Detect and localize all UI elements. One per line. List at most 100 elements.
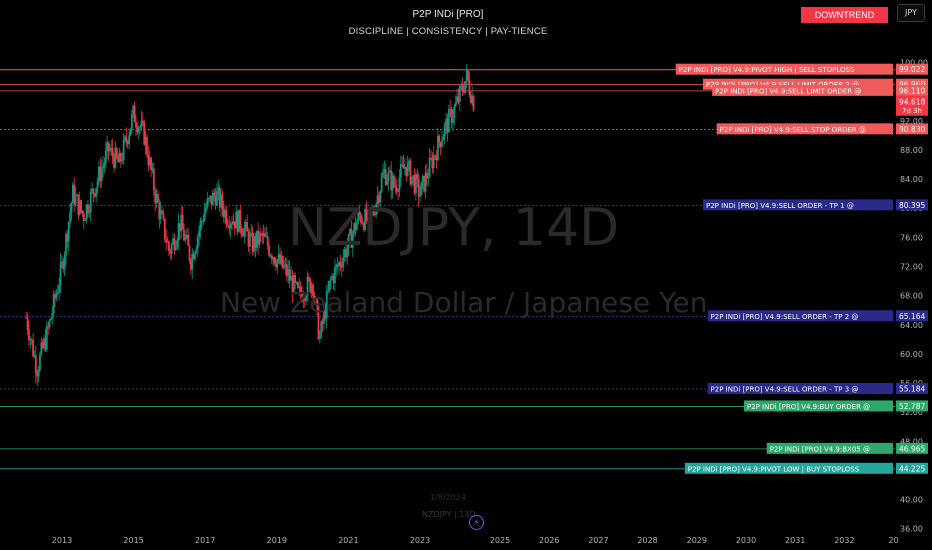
- candle-body: [266, 236, 269, 247]
- candle-body: [262, 233, 265, 237]
- candle-body: [126, 141, 129, 145]
- candle-body: [56, 292, 59, 294]
- candle-body: [360, 214, 362, 223]
- footer-date: 1/8/2024: [430, 493, 466, 502]
- candle-body: [390, 170, 393, 191]
- candle-body: [406, 162, 409, 176]
- candle-body: [117, 157, 120, 163]
- candle-body: [184, 237, 187, 241]
- candle-body: [376, 195, 379, 205]
- candle-body: [36, 373, 39, 377]
- candle-body: [458, 85, 461, 102]
- candle-body: [158, 202, 161, 220]
- candle-body: [276, 259, 279, 268]
- x-tick-label: 2023: [410, 536, 430, 545]
- candle-body: [353, 223, 356, 234]
- y-tick-label: 72.00: [900, 263, 923, 272]
- lightning-icon[interactable]: ⚡: [469, 515, 484, 530]
- candle-body: [377, 195, 380, 203]
- candle-body: [303, 298, 306, 301]
- currency-button[interactable]: JPY: [897, 4, 925, 22]
- candle-body: [421, 175, 424, 182]
- candle-body: [203, 211, 206, 222]
- candle-body: [47, 326, 50, 328]
- candle-body: [412, 175, 415, 177]
- candle-body: [137, 127, 140, 133]
- candle-body: [200, 221, 203, 222]
- candle-body: [28, 329, 30, 341]
- candle-body: [328, 280, 331, 291]
- level-label-box: [675, 63, 893, 75]
- x-tick-label: 2029: [687, 536, 707, 545]
- candle-body: [39, 354, 41, 371]
- candle-body: [81, 210, 84, 214]
- candle-body: [55, 293, 58, 299]
- candle-body: [427, 176, 430, 179]
- candle-body: [288, 269, 291, 281]
- candle-body: [254, 236, 257, 249]
- candle-body: [51, 313, 54, 319]
- candle-body: [103, 163, 106, 166]
- current-price: 94.618: [899, 97, 925, 106]
- candle-body: [255, 230, 258, 249]
- level-label-box: [712, 84, 893, 96]
- candle-body: [119, 153, 122, 162]
- candle-body: [468, 80, 471, 95]
- level-price: 55.184: [899, 384, 925, 393]
- candle-body: [98, 166, 100, 182]
- level-price: 80.395: [899, 201, 925, 210]
- candle-body: [268, 246, 270, 256]
- candle-body: [227, 224, 229, 226]
- candle-body: [273, 257, 276, 264]
- candle-body: [383, 169, 386, 173]
- candle-body: [275, 263, 277, 268]
- candle-body: [132, 105, 135, 115]
- level-price: 65.164: [899, 312, 925, 321]
- candle-body: [106, 142, 109, 151]
- candle-body: [43, 338, 45, 348]
- candle-body: [316, 297, 319, 307]
- candle-body: [347, 233, 350, 248]
- candle-body: [99, 166, 102, 182]
- candle-body: [202, 221, 205, 222]
- candle-body: [338, 262, 340, 267]
- candle-body: [456, 96, 458, 103]
- candle-body: [44, 338, 47, 350]
- candle-body: [218, 187, 221, 208]
- candle-body: [259, 233, 262, 235]
- candle-body: [346, 247, 349, 258]
- candle-body: [331, 275, 334, 279]
- candle-body: [450, 109, 453, 124]
- candle-body: [404, 167, 406, 169]
- level-price: 90.830: [899, 125, 925, 134]
- candle-body: [248, 234, 251, 247]
- y-tick-label: 64.00: [900, 321, 923, 330]
- candle-body: [239, 210, 242, 229]
- candle-body: [329, 278, 332, 281]
- candle-body: [299, 286, 302, 294]
- candle-body: [442, 136, 445, 141]
- candle-body: [236, 211, 239, 233]
- candle-body: [373, 213, 376, 215]
- candle-body: [394, 186, 397, 188]
- candle-body: [384, 169, 387, 185]
- candle-body: [369, 212, 372, 217]
- candle-body: [118, 153, 121, 163]
- candle-body: [430, 157, 432, 159]
- candle-body: [351, 233, 354, 248]
- candle-body: [372, 211, 375, 214]
- candle-body: [192, 253, 195, 260]
- level-label-box: [766, 442, 893, 454]
- candle-body: [91, 188, 93, 192]
- candle-body: [420, 181, 423, 196]
- candle-body: [397, 191, 399, 193]
- candle-body: [379, 191, 382, 203]
- trend-badge: DOWNTREND: [801, 7, 888, 23]
- countdown: 7d 3h: [902, 107, 922, 115]
- candle-body: [77, 194, 80, 215]
- candle-body: [324, 310, 327, 319]
- y-tick-label: 52.00: [900, 408, 923, 417]
- candle-body: [334, 267, 336, 284]
- candle-body: [439, 142, 442, 147]
